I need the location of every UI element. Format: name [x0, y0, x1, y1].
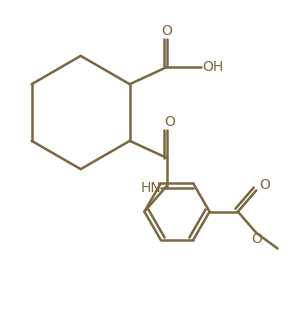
Text: O: O: [251, 232, 262, 246]
Text: HN: HN: [140, 180, 161, 195]
Text: O: O: [161, 24, 172, 38]
Text: O: O: [260, 178, 271, 192]
Text: OH: OH: [202, 60, 223, 74]
Text: O: O: [164, 115, 175, 129]
